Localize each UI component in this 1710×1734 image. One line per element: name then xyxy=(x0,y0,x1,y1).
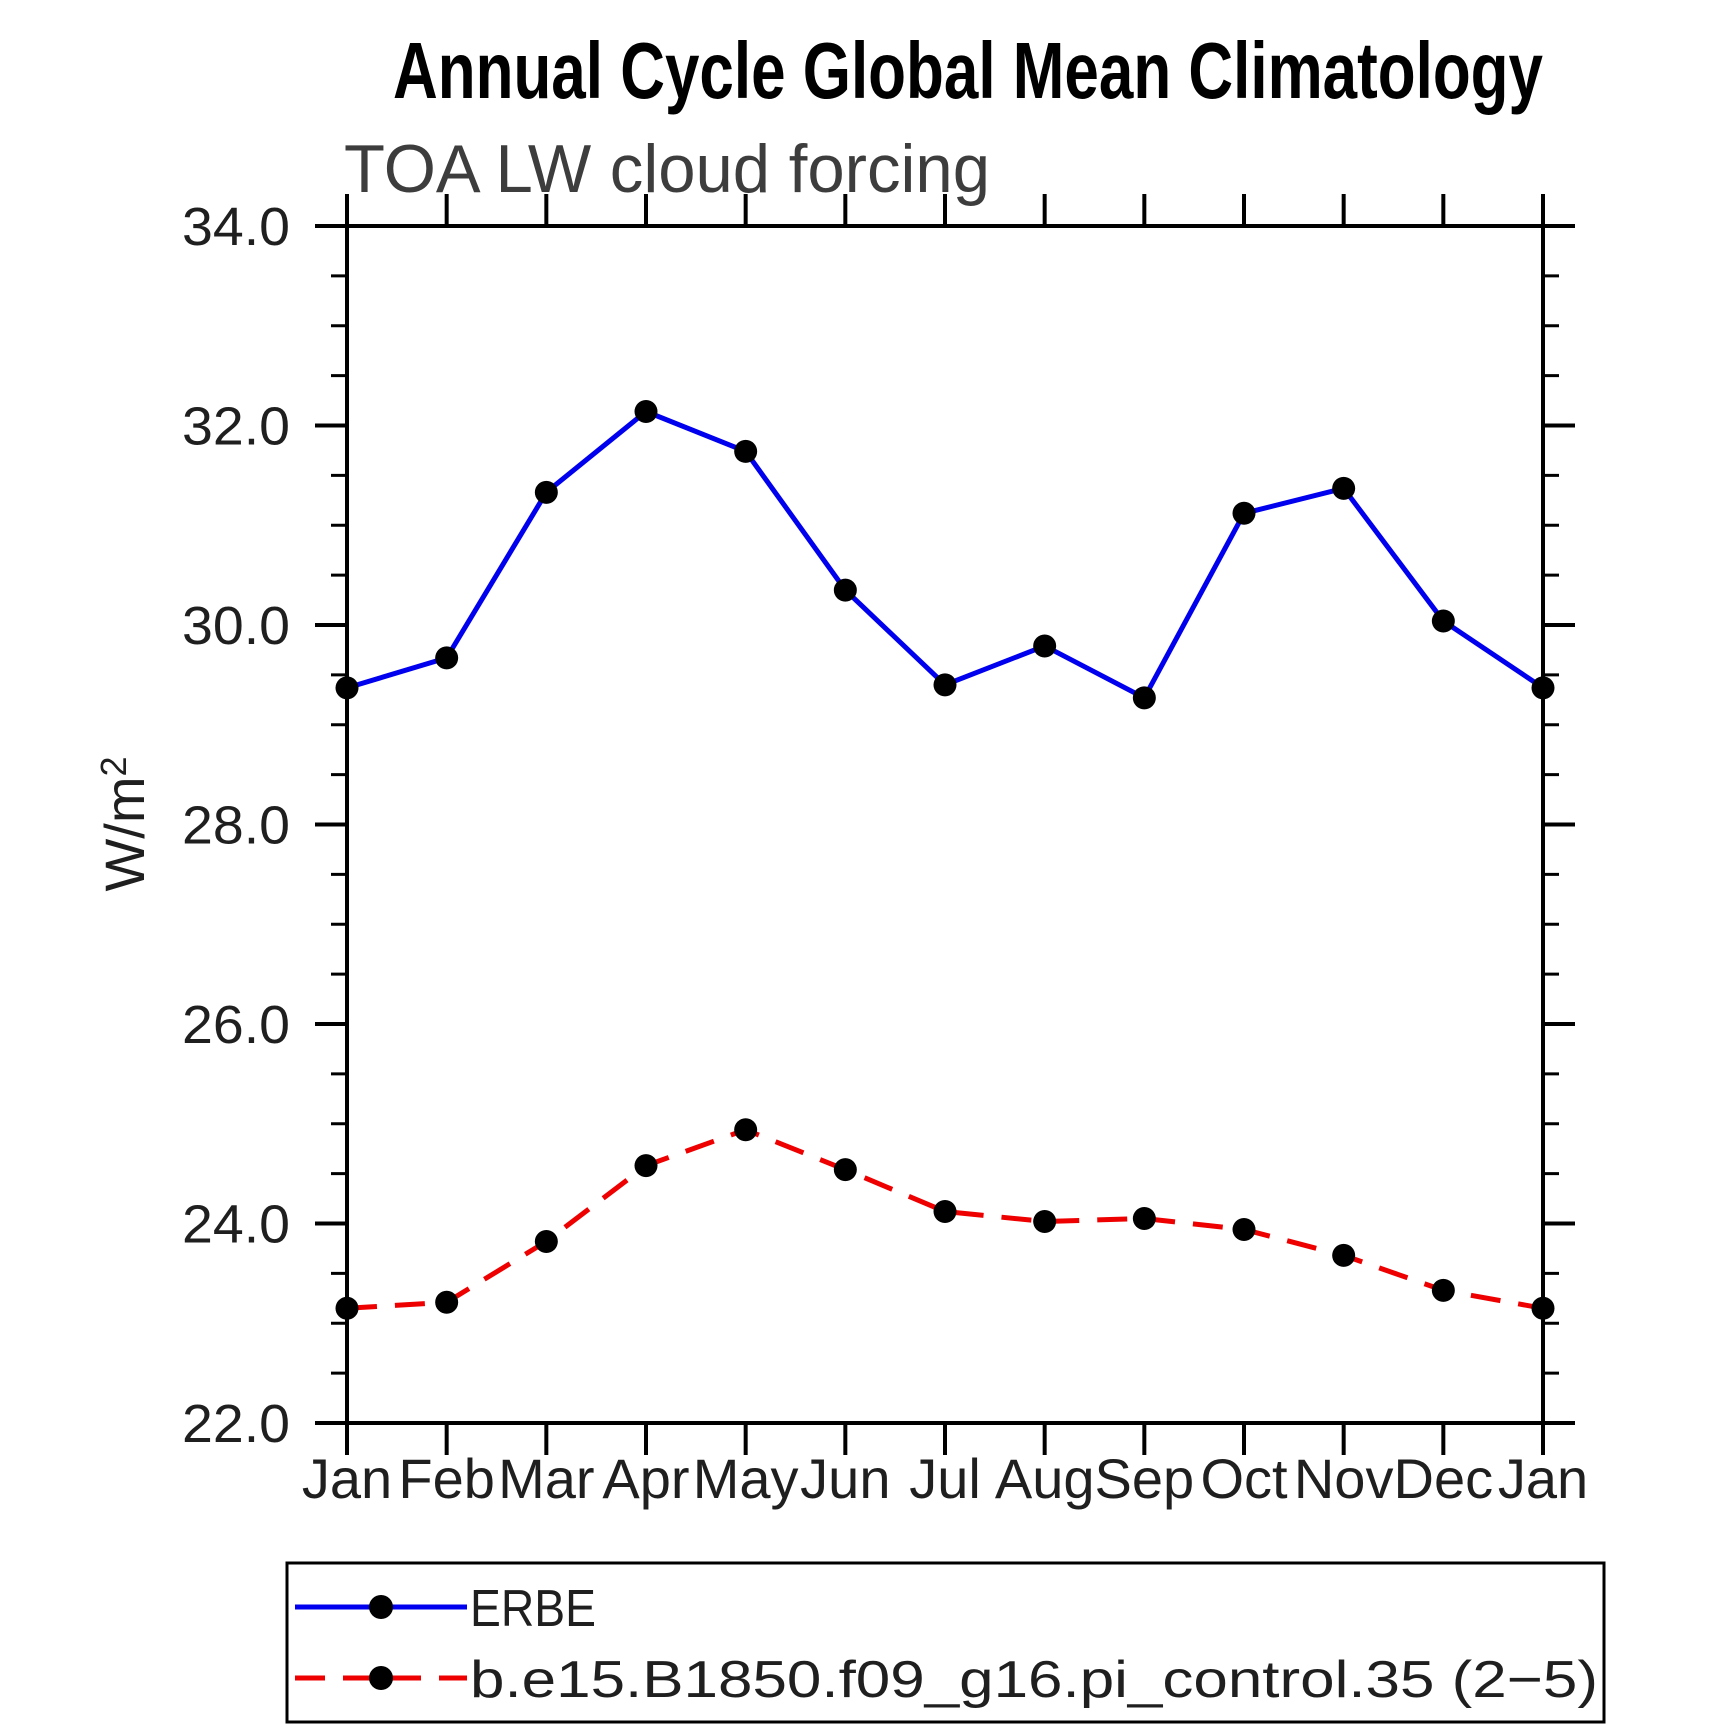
x-tick-label: Sep xyxy=(1095,1447,1195,1510)
x-tick-label: Nov xyxy=(1294,1447,1394,1510)
data-point-marker xyxy=(1431,609,1455,633)
data-point-marker xyxy=(335,1296,359,1320)
y-tick-label: 32.0 xyxy=(182,397,290,457)
y-tick-label: 26.0 xyxy=(182,995,290,1055)
x-tick-label: Oct xyxy=(1200,1447,1288,1510)
data-point-marker xyxy=(833,578,857,602)
y-tick-label: 30.0 xyxy=(182,596,290,656)
x-tick-label: Feb xyxy=(398,1447,495,1510)
data-point-marker xyxy=(734,1118,758,1142)
x-tick-label: Jan xyxy=(302,1447,392,1510)
x-tick-label: Apr xyxy=(602,1447,689,1510)
y-axis-label-superscript: 2 xyxy=(93,756,134,776)
data-point-marker xyxy=(1033,634,1057,658)
series-line-erbe xyxy=(346,408,1545,702)
data-point-marker xyxy=(1132,1207,1156,1231)
x-tick-label: Jul xyxy=(909,1447,981,1510)
data-point-marker xyxy=(335,676,359,700)
plot-area: Jan Feb Mar Apr May Jun Jul Aug Sep Oct Nov Dec Jan3… xyxy=(182,194,1588,1510)
data-point-marker xyxy=(1531,1296,1555,1320)
x-tick-label: Jun xyxy=(800,1447,890,1510)
y-tick-label: 34.0 xyxy=(182,197,290,257)
data-point-marker xyxy=(435,646,459,670)
y-tick-label: 24.0 xyxy=(182,1195,290,1255)
data-point-marker xyxy=(1332,1243,1356,1267)
data-point-marker xyxy=(1132,686,1156,710)
data-point-marker xyxy=(1033,1210,1057,1234)
data-point-marker xyxy=(1232,1217,1256,1241)
data-point-marker xyxy=(1332,476,1356,500)
y-axis-label-base: W/m xyxy=(93,776,156,891)
legend: ERBE b.e15.B1850.f09_g16.pi_control.35 (… xyxy=(285,1561,1606,1724)
x-tick-label: May xyxy=(693,1447,799,1510)
axis-frame xyxy=(345,224,1545,1425)
legend-label-model: b.e15.B1850.f09_g16.pi_control.35 (2−5) xyxy=(470,1651,1598,1709)
data-point-marker xyxy=(734,439,758,463)
data-point-marker xyxy=(933,673,957,697)
y-tick-label: 28.0 xyxy=(182,796,290,856)
data-point-marker xyxy=(435,1290,459,1314)
chart-subtitle: TOA LW cloud forcing xyxy=(344,131,990,207)
data-point-marker xyxy=(1232,501,1256,525)
data-point-marker xyxy=(933,1200,957,1224)
x-tick-label: Aug xyxy=(995,1447,1095,1510)
x-tick-label: Dec xyxy=(1394,1447,1494,1510)
data-point-marker xyxy=(833,1158,857,1182)
chart-title: Annual Cycle Global Mean Climatology xyxy=(393,26,1543,115)
data-point-marker xyxy=(1431,1278,1455,1302)
legend-label-erbe: ERBE xyxy=(470,1580,596,1638)
data-point-marker xyxy=(534,1229,558,1253)
y-tick-label: 22.0 xyxy=(182,1394,290,1454)
y-axis-label: W/m2 xyxy=(93,756,156,891)
data-point-marker xyxy=(1531,676,1555,700)
data-point-marker xyxy=(634,1154,658,1178)
x-tick-label: Mar xyxy=(498,1447,594,1510)
legend-box xyxy=(285,1561,1606,1724)
legend-marker-dot xyxy=(369,1595,393,1619)
legend-marker-dot xyxy=(369,1666,393,1690)
data-point-marker xyxy=(634,400,658,424)
x-tick-label: Jan xyxy=(1498,1447,1588,1510)
data-point-marker xyxy=(534,480,558,504)
